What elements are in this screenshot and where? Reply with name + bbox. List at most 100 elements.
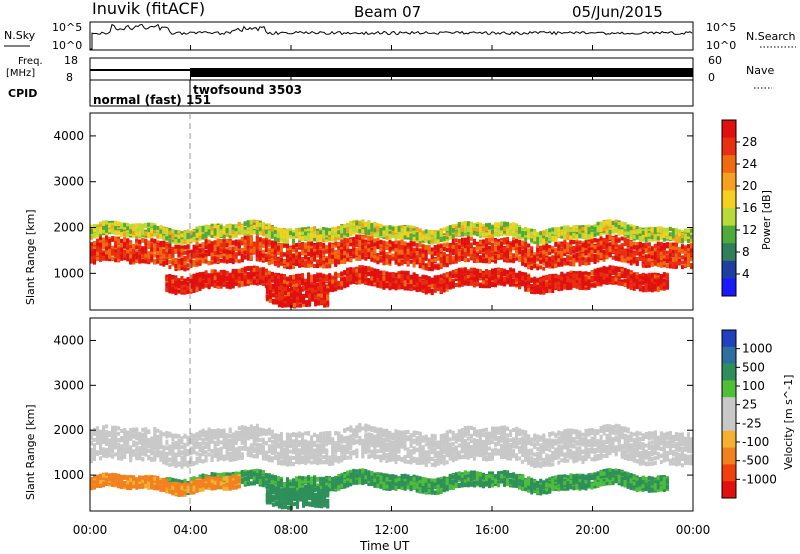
power-cell	[536, 257, 540, 262]
power-cell	[331, 254, 335, 259]
power-cell	[391, 256, 395, 261]
power-cell	[403, 251, 407, 256]
power-cell	[512, 253, 516, 258]
power-cell	[379, 251, 383, 256]
power-cell	[403, 283, 407, 288]
power-cell	[605, 255, 609, 260]
power-cell	[219, 248, 223, 253]
power-cell	[216, 281, 220, 286]
power-cell	[445, 277, 449, 282]
power-cell	[204, 238, 208, 243]
power-cell	[463, 244, 467, 249]
power-cell	[629, 256, 633, 261]
nave-tick-bottom: 0	[708, 71, 715, 84]
power-cell	[376, 279, 380, 284]
power-cell	[310, 280, 314, 285]
power-cell	[255, 270, 259, 275]
power-cell	[382, 270, 386, 275]
power-cell	[237, 277, 241, 282]
power-cell	[412, 273, 416, 278]
power-cell	[448, 257, 452, 262]
power-cell	[144, 259, 148, 264]
power-cell	[288, 253, 292, 258]
power-cell	[174, 263, 178, 268]
power-cell	[304, 252, 308, 257]
power-cell	[542, 245, 546, 250]
power-cell	[430, 267, 434, 272]
power-cell	[255, 251, 259, 256]
power-cell	[469, 277, 473, 282]
power-cell	[264, 273, 268, 278]
power-cell	[310, 244, 314, 249]
power-cell	[252, 277, 256, 282]
power-cell	[231, 250, 235, 255]
power-cell	[207, 252, 211, 257]
power-cell	[240, 247, 244, 252]
power-cell	[117, 254, 121, 259]
power-cell	[231, 282, 235, 287]
power-cell	[105, 256, 109, 261]
power-cell	[301, 278, 305, 283]
power-cell	[370, 251, 374, 256]
power-cell	[108, 244, 112, 249]
power-cell	[325, 264, 329, 269]
power-cell	[481, 253, 485, 258]
power-cell	[557, 261, 561, 266]
power-cell	[346, 282, 350, 287]
power-cell	[240, 280, 244, 285]
power-cell	[192, 285, 196, 290]
power-cell	[521, 250, 525, 255]
power-cell	[370, 282, 374, 287]
power-cell	[454, 244, 458, 249]
power-cell	[322, 281, 326, 286]
power-cell	[674, 253, 678, 258]
power-cell	[484, 259, 488, 264]
power-cell	[557, 258, 561, 263]
power-cell	[108, 242, 112, 247]
power-cell	[186, 244, 190, 249]
power-cell	[448, 254, 452, 259]
power-cell	[418, 264, 422, 269]
power-cell	[301, 261, 305, 266]
power-cell	[349, 277, 353, 282]
power-cell	[189, 263, 193, 268]
power-cell	[385, 282, 389, 287]
power-cell	[668, 245, 672, 250]
power-cell	[292, 259, 296, 264]
power-cell	[313, 244, 317, 249]
power-cell	[180, 281, 184, 286]
power-cell	[295, 258, 299, 263]
power-cell	[581, 255, 585, 260]
power-cell	[506, 237, 510, 242]
power-cell	[144, 246, 148, 251]
power-cell	[352, 280, 356, 285]
power-cell	[686, 259, 690, 264]
power-cell	[231, 273, 235, 278]
power-cell	[361, 245, 365, 250]
power-cell	[469, 273, 473, 278]
power-cell	[554, 241, 558, 246]
power-cell	[490, 237, 494, 242]
power-cell	[361, 239, 365, 244]
power-cell	[662, 261, 666, 266]
power-cell	[267, 273, 271, 278]
power-cell	[566, 256, 570, 261]
power-cell	[219, 239, 223, 244]
power-cell	[665, 254, 669, 259]
power-cell	[367, 250, 371, 255]
power-cell	[210, 279, 214, 284]
power-cell	[252, 279, 256, 284]
power-cell	[490, 251, 494, 256]
power-cell	[90, 259, 93, 264]
power-cell	[183, 250, 187, 255]
power-cell	[439, 279, 443, 284]
power-cell	[355, 253, 359, 258]
power-cell	[403, 241, 407, 246]
power-cell	[165, 279, 169, 284]
power-cell	[665, 250, 669, 255]
power-cell	[364, 234, 368, 239]
power-cell	[231, 255, 235, 260]
power-cell	[487, 237, 491, 242]
power-cell	[322, 274, 326, 279]
power-cell	[231, 240, 235, 245]
